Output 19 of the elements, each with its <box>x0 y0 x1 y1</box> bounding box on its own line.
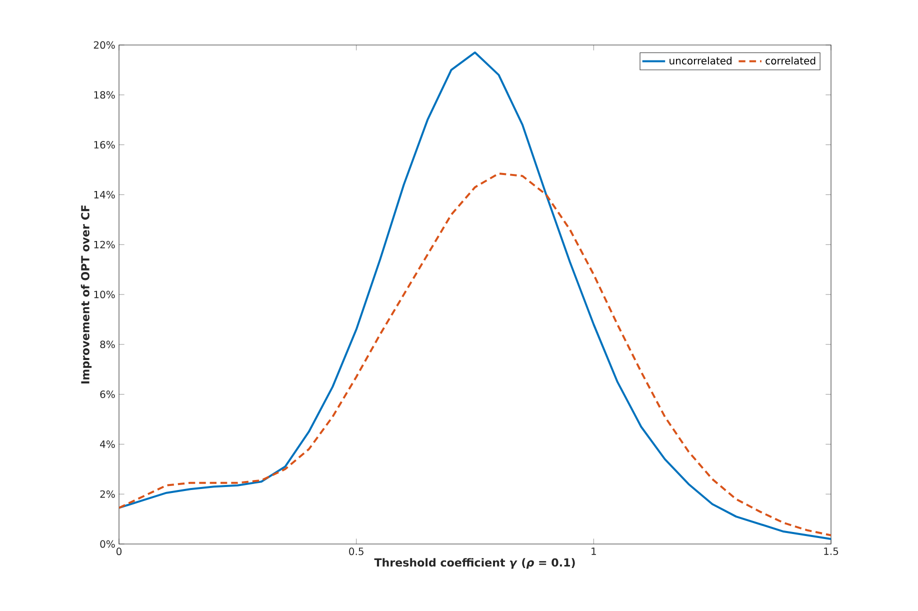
y-tick-label: 10% <box>94 290 115 298</box>
legend-label: correlated <box>766 56 816 64</box>
legend-label: uncorrelated <box>670 56 732 64</box>
y-tick-label: 2% <box>100 490 115 498</box>
y-tick-label: 16% <box>94 141 115 149</box>
y-tick-label: 6% <box>100 390 115 398</box>
y-tick-label: 4% <box>100 440 115 448</box>
y-tick-label: 8% <box>100 340 115 348</box>
x-axis-title: Threshold coefficient γ (ρ = 0.1) <box>374 558 575 569</box>
x-tick-label: 0 <box>116 548 122 556</box>
y-tick-label: 0% <box>100 540 115 548</box>
y-tick-label: 20% <box>94 41 115 49</box>
x-tick-label: 0.5 <box>349 548 364 556</box>
y-axis-title: Improvement of OPT over CF <box>80 205 92 384</box>
x-tick-label: 1.5 <box>824 548 838 556</box>
y-tick-label: 18% <box>94 91 115 99</box>
x-tick-label: 1 <box>592 548 596 555</box>
y-tick-label: 14% <box>94 190 115 198</box>
y-tick-label: 12% <box>94 240 115 248</box>
